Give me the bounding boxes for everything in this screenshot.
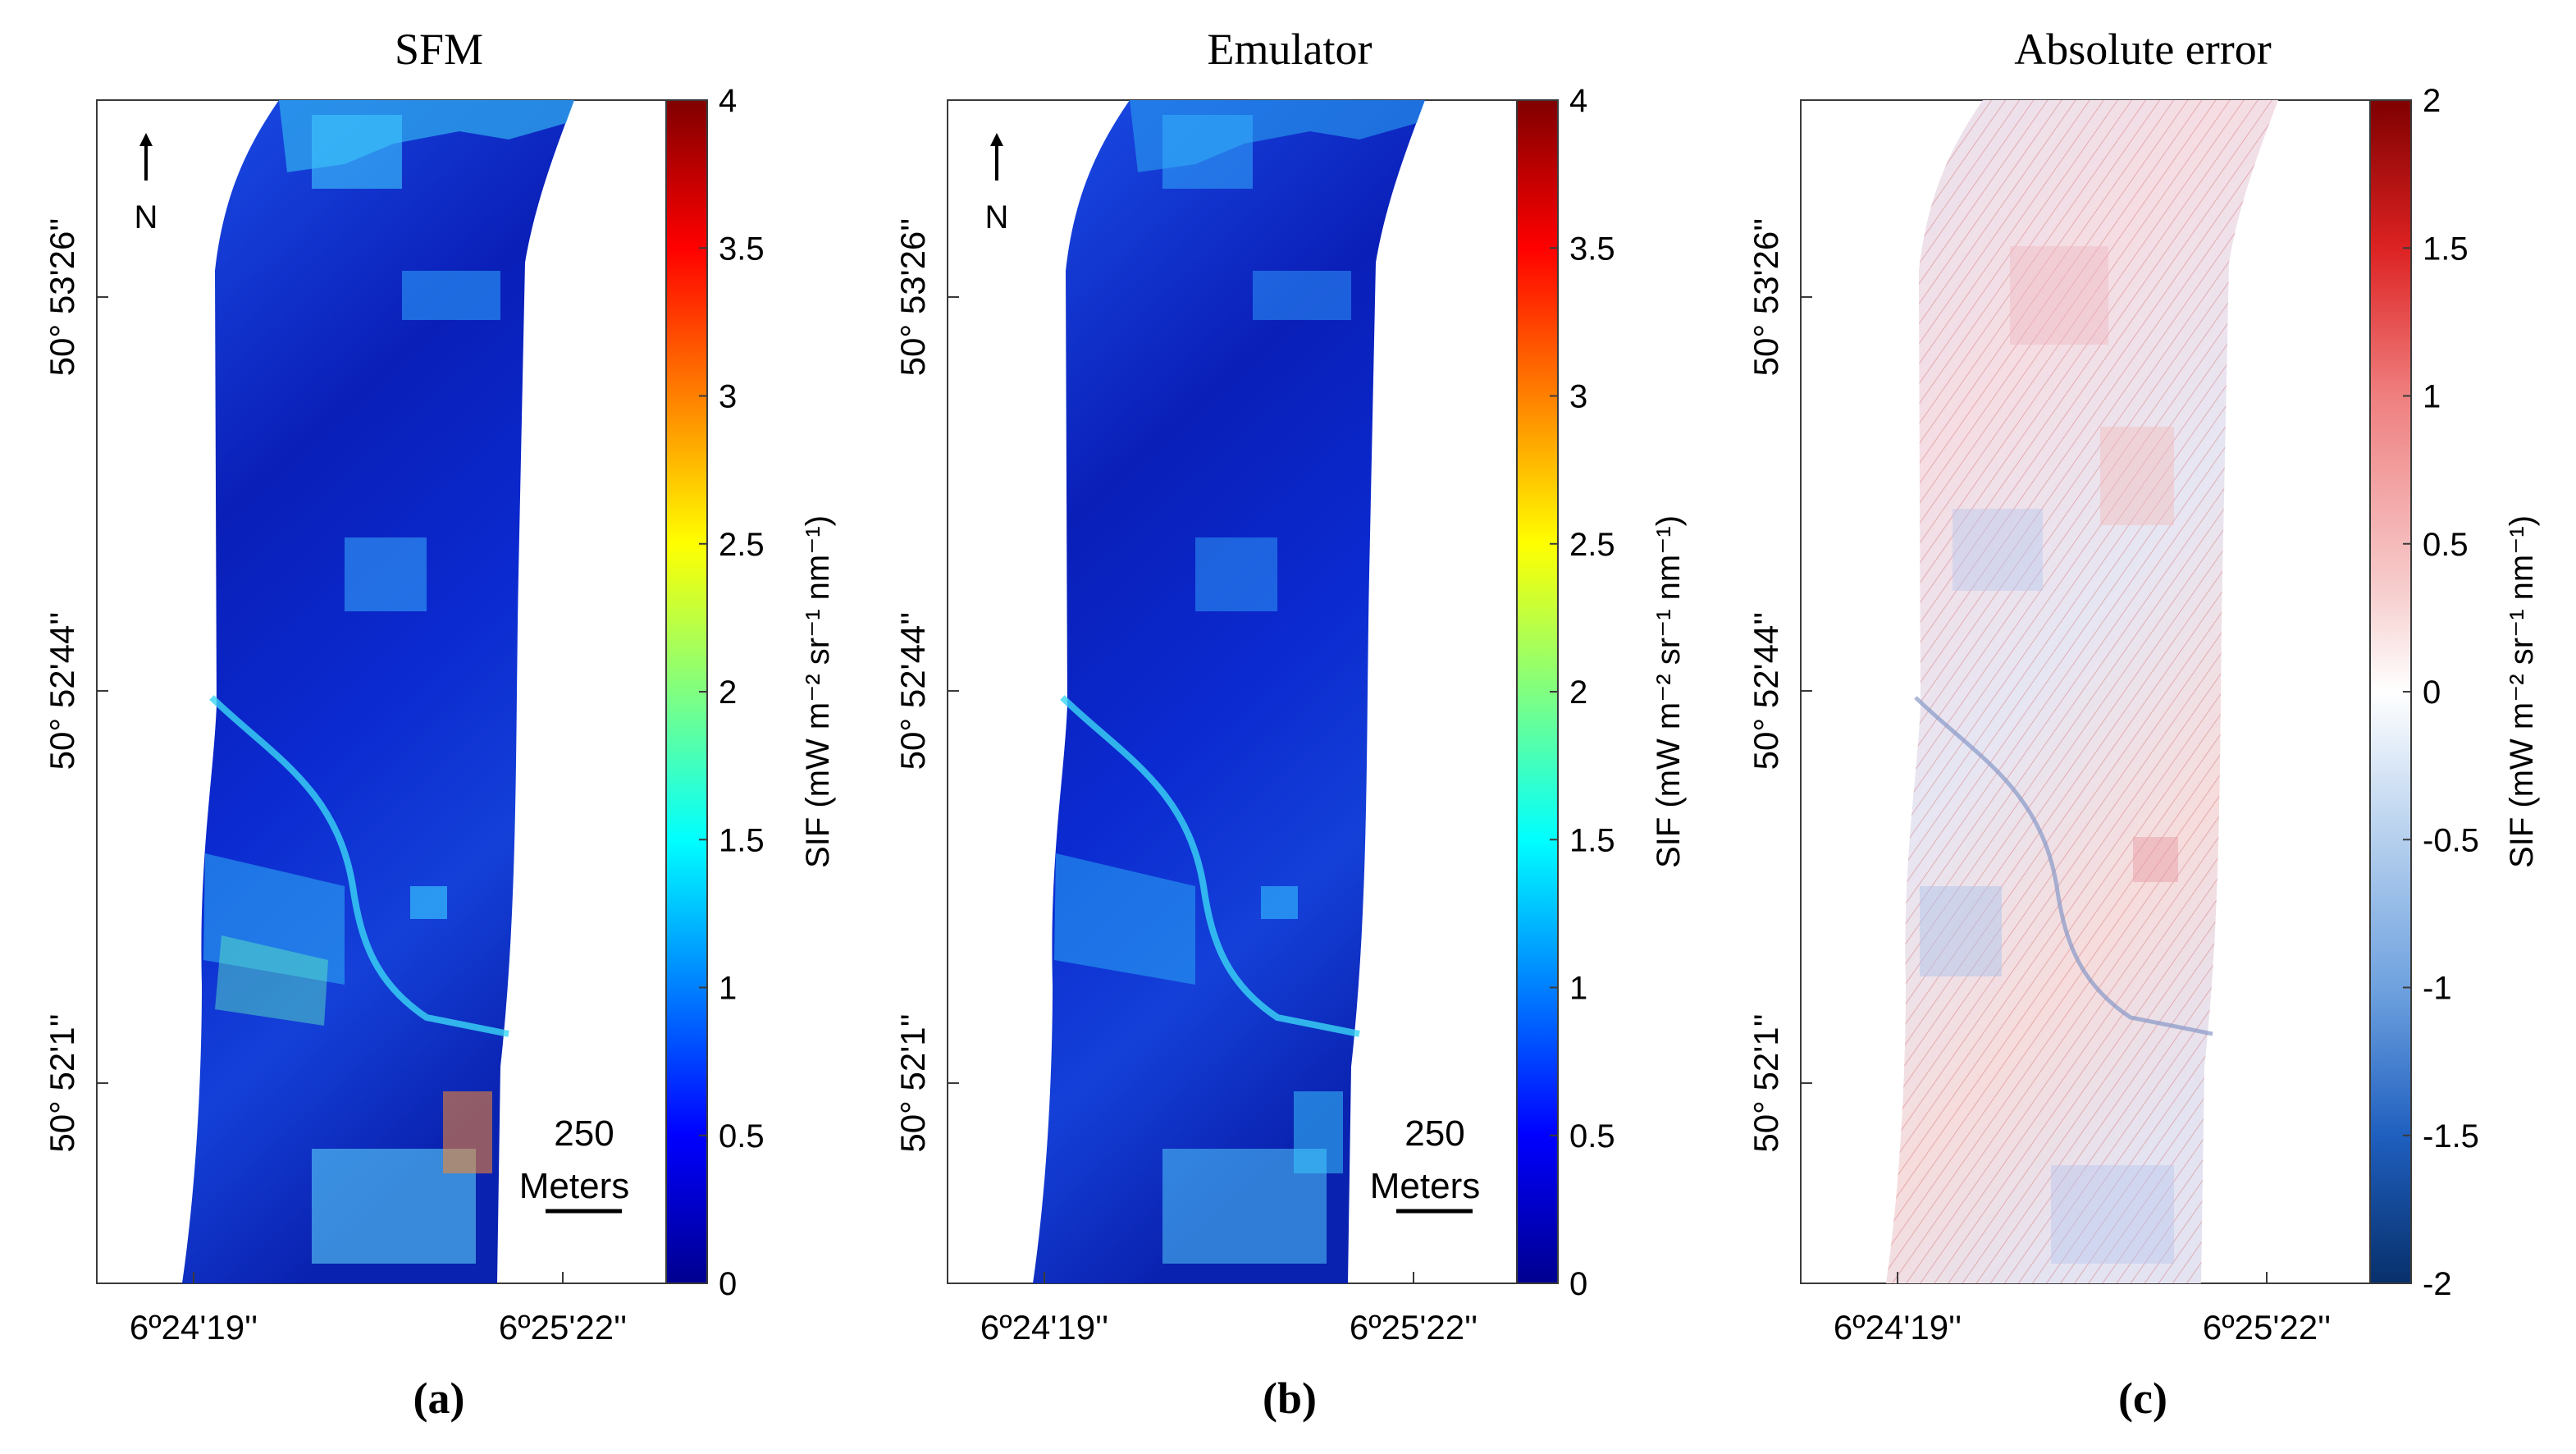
panel-c-title: Absolute error [2014,25,2271,74]
colorbar-tick-label: 2 [1569,674,1587,711]
colorbar-tick-label: 2 [2423,83,2441,119]
panel-b-scale-value: 250 [1404,1113,1464,1154]
panel-c-colorbar-label: SIF (mW m⁻² sr⁻¹ nm⁻¹) [2504,515,2540,868]
colorbar-tick-label: 0.5 [1569,1118,1615,1155]
colorbar-tick-label: 2 [719,674,737,711]
colorbar-tick-label: 3 [719,379,737,415]
panel-b-north-label: N [985,199,1009,235]
panel-c-swath-stripes [1886,100,2278,1283]
panel-c-field-patches [1920,246,2178,1264]
panel-b-map: N 250 Meters 50° 53'26'' 50° 52'44'' 50°… [893,99,1539,1347]
panel-c-colorbar-ticks: -2 -1.5 -1 -0.5 0 0.5 1 1.5 2 [2403,83,2479,1302]
colorbar-tick-label: 1 [1569,971,1587,1007]
panel-b-label: (b) [1263,1374,1317,1423]
y-tick-label: 50° 52'1'' [1747,1013,1785,1152]
panel-a-swath [182,100,574,1283]
panel-b-scale-unit: Meters [1370,1166,1480,1206]
colorbar-tick-label: 4 [719,83,737,119]
panel-a-river [209,695,509,1037]
x-tick-label: 6º24'19'' [130,1308,258,1347]
panel-b-y-ticks: 50° 53'26'' 50° 52'44'' 50° 52'1'' [893,218,959,1153]
colorbar-tick-label: 2.5 [719,527,765,563]
colorbar-tick-label: 0 [1569,1266,1587,1302]
panel-b-x-ticks: 6º24'19'' 6º25'22'' [980,1272,1478,1347]
panel-a-scale-unit: Meters [519,1166,629,1206]
panel-a-colorbar-ticks: 0 0.5 1 1.5 2 2.5 3 3.5 4 [699,83,765,1302]
panel-b-scale-bar: 250 Meters [1370,1113,1480,1214]
panel-a-scale-bar: 250 Meters [519,1113,629,1214]
panel-b-title: Emulator [1208,25,1372,74]
y-tick-label: 50° 53'26'' [893,218,932,377]
panel-c: Absolute error 50° 53'26'' 50° 52'44'' 5 [1747,25,2540,1423]
panel-b-colorbar: 0 0.5 1 1.5 2 2.5 3 3.5 4 SIF (mW m⁻² sr⁻¹ nm⁻¹) [1516,83,1687,1302]
panel-a-x-ticks: 6º24'19'' 6º25'22'' [130,1272,627,1347]
panel-a-map: N 250 Meters 50° 53'26'' 50° 52'44'' 50°… [43,99,688,1347]
colorbar-tick-label: -1.5 [2423,1118,2479,1155]
panel-b-river [1060,695,1360,1037]
y-tick-label: 50° 52'1'' [43,1013,81,1152]
x-tick-label: 6º25'22'' [499,1308,627,1347]
panel-b-field-patches [1054,100,1425,1264]
panel-a-scale-value: 250 [554,1113,614,1154]
panel-b-colorbar-label: SIF (mW m⁻² sr⁻¹ nm⁻¹) [1651,515,1687,868]
colorbar-tick-label: -1 [2423,971,2452,1007]
panel-a-label: (a) [413,1374,465,1423]
panel-a-north-label: N [135,199,158,235]
y-tick-label: 50° 53'26'' [43,218,81,377]
panel-a-title: SFM [395,25,483,74]
colorbar-tick-label: 2.5 [1569,527,1615,563]
colorbar-tick-label: 4 [1569,83,1587,119]
colorbar-tick-label: 3 [1569,379,1587,415]
colorbar-tick-label: 3.5 [719,231,765,267]
panel-c-y-ticks: 50° 53'26'' 50° 52'44'' 50° 52'1'' [1747,218,1812,1153]
colorbar-tick-label: 1 [719,971,737,1007]
colorbar-tick-label: 1.5 [719,822,765,858]
panel-b-swath [1033,100,1425,1283]
x-tick-label: 6º24'19'' [980,1308,1108,1347]
colorbar-tick-label: 0.5 [2423,527,2469,563]
x-tick-label: 6º25'22'' [2203,1308,2331,1347]
panel-c-map: 50° 53'26'' 50° 52'44'' 50° 52'1'' 6º24'… [1747,99,2392,1347]
colorbar-tick-label: 1.5 [2423,231,2469,267]
panel-b: Emulator N 250 Meters [893,25,1687,1423]
panel-c-colorbar: -2 -1.5 -1 -0.5 0 0.5 1 1.5 2 SIF (mW m⁻² sr⁻¹ n… [2369,83,2540,1302]
y-tick-label: 50° 52'44'' [43,612,81,770]
panel-c-label: (c) [2118,1374,2167,1423]
panel-a-colorbar: 0 0.5 1 1.5 2 2.5 3 3.5 4 SIF (mW m⁻² sr⁻¹ nm⁻¹) [665,83,836,1302]
panel-b-north-arrow: N [985,133,1009,235]
panel-c-x-ticks: 6º24'19'' 6º25'22'' [1834,1272,2331,1347]
x-tick-label: 6º25'22'' [1350,1308,1478,1347]
colorbar-tick-label: 1.5 [1569,822,1615,858]
colorbar-tick-label: 0.5 [719,1118,765,1155]
panel-a: SFM N [43,25,836,1423]
colorbar-tick-label: -0.5 [2423,822,2479,858]
colorbar-tick-label: 0 [719,1266,737,1302]
colorbar-tick-label: 1 [2423,379,2441,415]
panel-a-y-ticks: 50° 53'26'' 50° 52'44'' 50° 52'1'' [43,218,687,1153]
y-tick-label: 50° 53'26'' [1747,218,1785,377]
x-tick-label: 6º24'19'' [1834,1308,1962,1347]
colorbar-tick-label: 0 [2423,674,2441,711]
panel-c-river [1914,696,2213,1036]
colorbar-tick-label: 3.5 [1569,231,1615,267]
panel-a-north-arrow: N [135,133,158,235]
y-tick-label: 50° 52'44'' [893,612,932,770]
y-tick-label: 50° 52'1'' [893,1013,932,1152]
panel-a-field-patches [203,100,574,1264]
panel-a-colorbar-label: SIF (mW m⁻² sr⁻¹ nm⁻¹) [800,515,836,868]
y-tick-label: 50° 52'44'' [1747,612,1785,770]
colorbar-tick-label: -2 [2423,1266,2452,1302]
panel-b-colorbar-ticks: 0 0.5 1 1.5 2 2.5 3 3.5 4 [1550,83,1615,1302]
